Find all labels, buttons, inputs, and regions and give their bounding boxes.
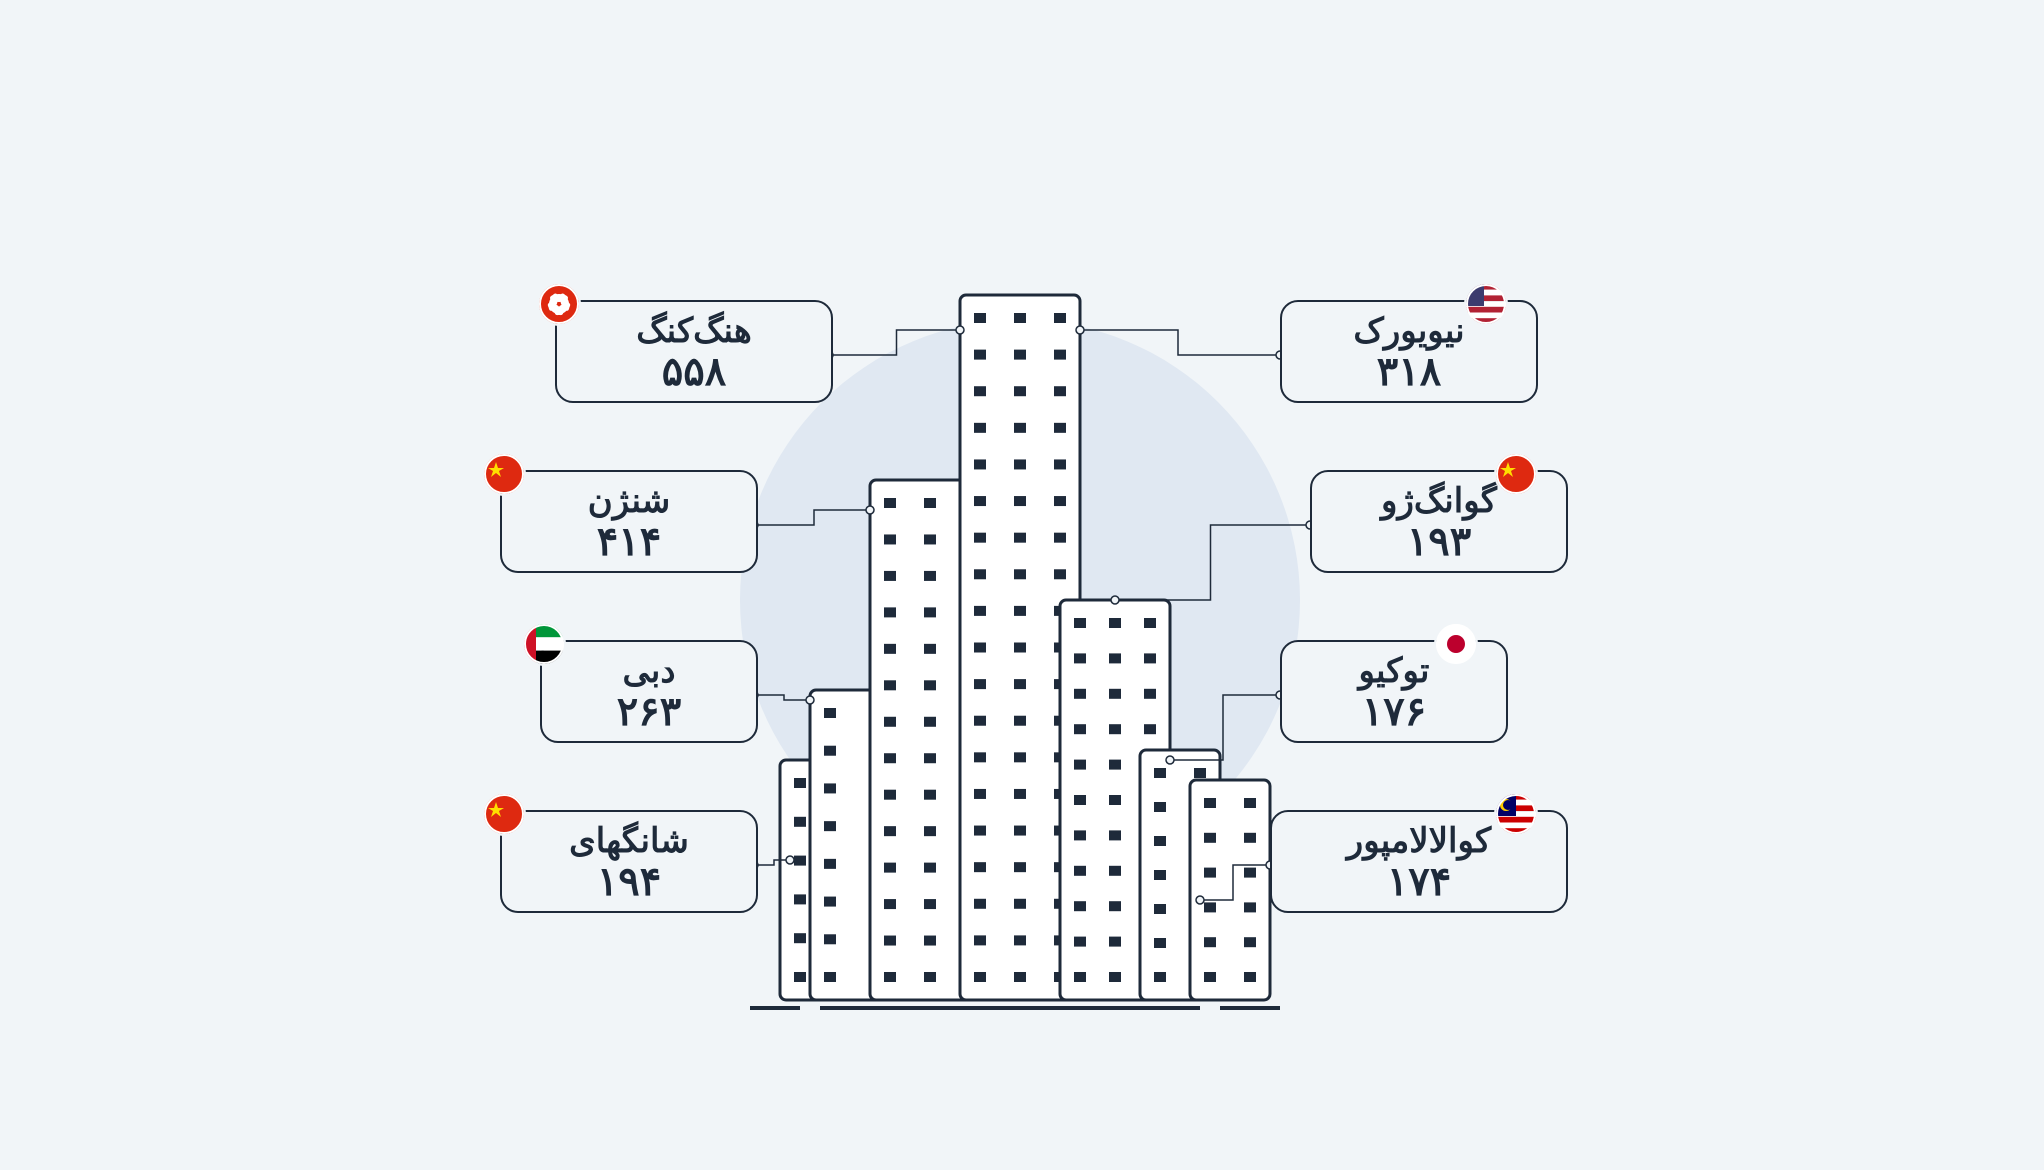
city-value: ۳۱۸: [1304, 351, 1514, 393]
city-value: ۱۷۴: [1294, 861, 1544, 903]
city-value: ۴۱۴: [524, 521, 734, 563]
city-name: شانگهای: [524, 822, 734, 861]
connector-shenzhen: [754, 510, 870, 525]
city-value: ۱۷۶: [1304, 691, 1484, 733]
building-6: [1190, 780, 1270, 1000]
flag-icon: [1496, 794, 1536, 834]
connector-newyork: [1080, 330, 1280, 355]
city-value: ۱۹۳: [1334, 521, 1544, 563]
flag-icon: [484, 454, 524, 494]
flag-icon: [524, 624, 564, 664]
flag-icon: [539, 284, 579, 324]
flag-icon: [1496, 454, 1536, 494]
label-dubai: دبی۲۶۳: [540, 640, 758, 743]
infographic-stage: هنگ‌کنگ۵۵۸شنژن۴۱۴دبی۲۶۳شانگهای۱۹۴نیویورک…: [0, 0, 2044, 1170]
city-value: ۵۵۸: [579, 351, 809, 393]
svg-layer: [0, 0, 2044, 1170]
city-value: ۱۹۴: [524, 861, 734, 903]
connector-dubai: [754, 695, 810, 700]
connector-guangzhou: [1115, 525, 1310, 600]
flag-icon: [484, 794, 524, 834]
connector-hongkong: [829, 330, 960, 355]
flag-icon: [1466, 284, 1506, 324]
label-hongkong: هنگ‌کنگ۵۵۸: [555, 300, 833, 403]
flag-icon: [1436, 624, 1476, 664]
city-name: شنژن: [524, 482, 734, 521]
label-shanghai: شانگهای۱۹۴: [500, 810, 758, 913]
city-value: ۲۶۳: [564, 691, 734, 733]
label-shenzhen: شنژن۴۱۴: [500, 470, 758, 573]
city-name: هنگ‌کنگ: [579, 312, 809, 351]
city-name: دبی: [564, 652, 734, 691]
